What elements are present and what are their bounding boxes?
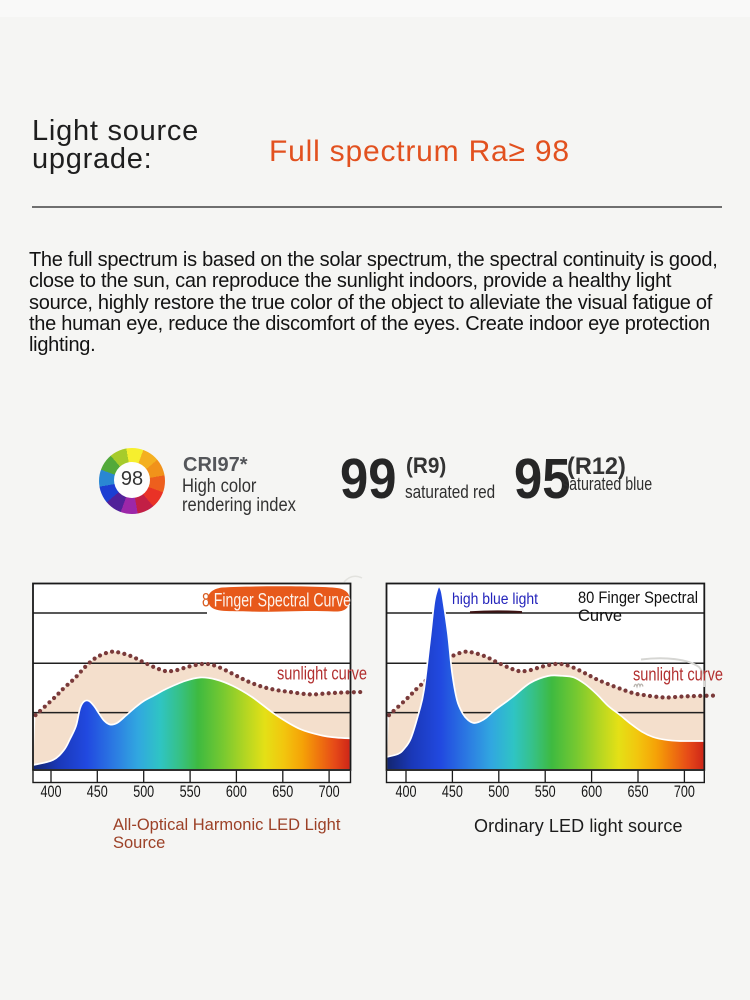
svg-text:500: 500 — [488, 782, 509, 801]
svg-text:650: 650 — [272, 782, 293, 801]
svg-text:Curve: Curve — [578, 607, 622, 625]
svg-text:sunlight curve: sunlight curve — [277, 663, 367, 684]
svg-text:500: 500 — [133, 782, 154, 801]
svg-text:600: 600 — [581, 782, 602, 801]
svg-text:80 Finger Spectral: 80 Finger Spectral — [578, 589, 698, 607]
svg-text:400: 400 — [396, 782, 417, 801]
svg-text:600: 600 — [226, 782, 247, 801]
svg-text:550: 550 — [535, 782, 556, 801]
svg-text:700: 700 — [674, 782, 695, 801]
svg-text:8 Finger Spectral Curve: 8 Finger Spectral Curve — [202, 589, 351, 611]
svg-text:sunlight curve: sunlight curve — [633, 664, 723, 685]
svg-text:400: 400 — [41, 782, 62, 801]
svg-text:450: 450 — [442, 782, 463, 801]
svg-text:high blue light: high blue light — [452, 591, 539, 608]
svg-text:650: 650 — [628, 782, 649, 801]
svg-text:700: 700 — [319, 782, 340, 801]
svg-text:450: 450 — [87, 782, 108, 801]
svg-text:550: 550 — [180, 782, 201, 801]
